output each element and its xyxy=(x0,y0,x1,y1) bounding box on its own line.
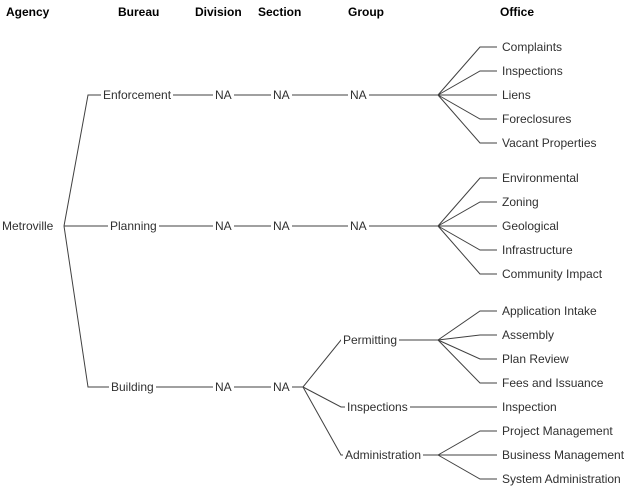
office-node-environmental: Environmental xyxy=(502,171,579,185)
office-node-business-management: Business Management xyxy=(502,448,625,462)
column-header-section: Section xyxy=(258,5,302,19)
edge-planning-environmental xyxy=(437,177,497,227)
office-node-vacant-properties: Vacant Properties xyxy=(502,136,597,150)
office-node-zoning: Zoning xyxy=(502,195,539,209)
office-node-infrastructure: Infrastructure xyxy=(502,243,573,257)
office-node-project-management: Project Management xyxy=(502,424,613,438)
office-node-inspection: Inspection xyxy=(502,400,557,414)
edge-enforcement-foreclosures xyxy=(437,94,497,120)
agency-node-metroville: Metroville xyxy=(2,219,54,233)
edge-administration-system-administration xyxy=(437,454,497,480)
group-node-permitting: Permitting xyxy=(341,333,400,347)
office-node-foreclosures: Foreclosures xyxy=(502,112,572,126)
office-node-geological: Geological xyxy=(502,219,559,233)
division-node-building-na: NA xyxy=(213,380,234,394)
group-node-enforcement-na: NA xyxy=(348,88,369,102)
office-node-plan-review: Plan Review xyxy=(502,352,569,366)
bureau-node-enforcement: Enforcement xyxy=(101,88,174,102)
edge-permitting-application-intake xyxy=(437,310,497,341)
edge-building-inspections xyxy=(302,386,497,408)
division-node-planning-na: NA xyxy=(213,219,234,233)
office-node-system-administration: System Administration xyxy=(502,472,621,486)
column-header-bureau: Bureau xyxy=(118,5,160,19)
division-node-enforcement-na: NA xyxy=(213,88,234,102)
edge-permitting-fees-and-issuance xyxy=(437,339,497,384)
office-node-application-intake: Application Intake xyxy=(502,304,597,318)
edge-planning-infrastructure xyxy=(437,225,497,251)
column-header-division: Division xyxy=(195,5,242,19)
office-node-fees-and-issuance: Fees and Issuance xyxy=(502,376,604,390)
edge-planning-community-impact xyxy=(437,225,497,275)
column-header-office: Office xyxy=(500,5,535,19)
bureau-node-planning: Planning xyxy=(108,219,159,233)
edge-enforcement-inspections xyxy=(437,70,497,96)
column-header-group: Group xyxy=(348,5,384,19)
edge-enforcement-vacant-properties xyxy=(437,94,497,144)
section-node-building-na: NA xyxy=(271,380,292,394)
edge-planning-zoning xyxy=(437,201,497,227)
section-node-enforcement-na: NA xyxy=(271,88,292,102)
edge-administration-project-management xyxy=(437,430,497,456)
column-header-agency: Agency xyxy=(6,5,50,19)
section-node-planning-na: NA xyxy=(271,219,292,233)
edge-root-building xyxy=(63,225,303,388)
office-node-complaints: Complaints xyxy=(502,40,563,54)
office-node-community-impact: Community Impact xyxy=(502,267,603,281)
office-node-liens: Liens xyxy=(502,88,531,102)
office-node-assembly: Assembly xyxy=(502,328,555,342)
edge-permitting-plan-review xyxy=(437,339,497,360)
group-node-administration: Administration xyxy=(343,448,424,462)
bureau-node-building: Building xyxy=(109,380,156,394)
edge-building-permitting xyxy=(302,339,438,388)
office-node-inspections: Inspections xyxy=(502,64,563,78)
group-node-planning-na: NA xyxy=(348,219,369,233)
edge-root-enforcement xyxy=(63,94,438,227)
group-node-inspections: Inspections xyxy=(345,400,410,414)
edge-enforcement-complaints xyxy=(437,46,497,96)
edge-permitting-assembly xyxy=(437,334,497,341)
